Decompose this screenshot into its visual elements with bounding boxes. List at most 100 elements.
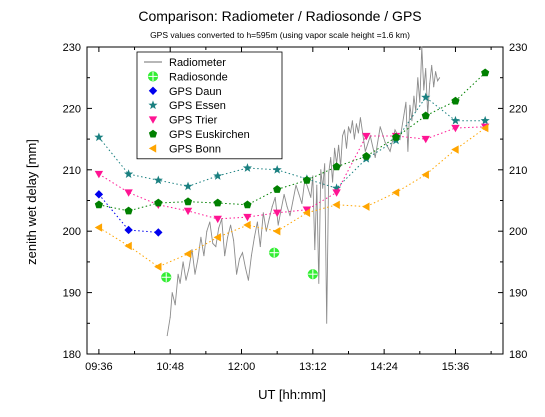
data-point-radiometer	[394, 129, 396, 131]
data-point-gps-essen	[213, 171, 223, 180]
data-point-radiometer	[413, 95, 415, 97]
data-point-radiometer	[245, 267, 246, 269]
data-point-gps-trier-shape	[94, 170, 104, 179]
data-point-radiometer	[415, 111, 417, 112]
data-point-radiometer	[289, 215, 291, 217]
data-point-radiometer	[166, 335, 168, 337]
legend-marker-shape	[148, 129, 158, 138]
legend-label: GPS Daun	[169, 86, 222, 98]
data-point-gps-daun-shape	[154, 228, 163, 237]
data-point-radiometer	[384, 141, 386, 143]
x-axis-label: UT [hh:mm]	[258, 387, 326, 402]
data-point-gps-euskirchen	[391, 132, 401, 141]
y-tick-label-left: 210	[63, 165, 81, 177]
data-point-gps-trier	[302, 206, 312, 214]
data-point-gps-essen-shape	[272, 165, 282, 174]
data-point-gps-daun	[124, 225, 133, 235]
data-point-radiometer	[379, 126, 381, 128]
data-point-radiometer	[374, 157, 376, 158]
x-tick-label: 15:36	[442, 361, 470, 373]
data-point-radiometer	[423, 89, 425, 91]
data-point-radiometer	[350, 132, 351, 134]
data-point-gps-bonn	[154, 262, 162, 272]
legend-marker	[148, 86, 158, 95]
data-point-gps-trier-shape	[421, 135, 430, 144]
legend-label: GPS Euskirchen	[169, 129, 250, 141]
data-point-radiometer	[274, 196, 276, 198]
data-point-gps-bonn	[302, 208, 311, 217]
data-point-radiometer	[326, 322, 328, 324]
legend-marker	[148, 100, 158, 110]
data-point-radiometer	[174, 304, 176, 306]
x-tick-label: 12:00	[228, 361, 256, 373]
data-point-radiometer	[433, 86, 435, 88]
data-point-gps-bonn	[480, 123, 489, 133]
data-point-radiometer	[250, 255, 252, 257]
data-point-gps-essen	[332, 183, 342, 193]
data-point-gps-essen-shape	[421, 92, 431, 102]
data-point-radiometer	[437, 80, 439, 82]
data-point-gps-euskirchen-shape	[421, 111, 430, 120]
data-point-gps-essen-shape	[94, 132, 104, 142]
data-point-radiosonde	[161, 272, 172, 283]
y-tick-label-right: 220	[509, 103, 527, 115]
data-point-radiometer	[218, 227, 220, 229]
data-point-radiometer	[334, 147, 336, 149]
data-point-radiometer	[405, 101, 407, 103]
data-point-radiometer	[417, 77, 419, 79]
data-point-radiometer	[320, 169, 322, 171]
data-point-gps-trier	[332, 189, 341, 197]
data-point-gps-trier	[421, 135, 430, 144]
data-point-gps-euskirchen-shape	[124, 206, 133, 215]
data-point-radiometer	[332, 181, 334, 183]
data-point-gps-essen	[94, 132, 104, 142]
data-point-gps-euskirchen-shape	[362, 151, 371, 160]
legend-marker-shape	[148, 144, 157, 153]
legend-marker-shape	[148, 100, 158, 110]
data-point-gps-bonn	[391, 188, 400, 197]
data-point-gps-euskirchen-shape	[302, 175, 311, 184]
data-point-radiometer	[212, 243, 214, 244]
y-axis-label: zenith wet delay [mm]	[24, 139, 39, 265]
data-point-radiometer	[346, 147, 347, 149]
data-point-gps-daun-shape	[124, 225, 133, 235]
data-point-gps-euskirchen-shape	[273, 185, 282, 193]
legend-box	[136, 51, 283, 160]
data-point-gps-euskirchen-shape	[451, 96, 460, 105]
data-point-gps-trier	[183, 207, 193, 216]
data-point-gps-trier-shape	[451, 124, 460, 133]
data-point-gps-euskirchen	[451, 96, 460, 105]
data-point-gps-euskirchen	[362, 151, 371, 160]
data-point-gps-trier	[243, 213, 252, 222]
data-point-radiometer	[265, 230, 267, 232]
data-point-radiometer	[330, 157, 332, 158]
data-point-gps-euskirchen-shape	[154, 198, 163, 207]
chart-title: Comparison: Radiometer / Radiosonde / GP…	[138, 8, 421, 24]
data-point-radiometer	[179, 282, 181, 284]
data-point-gps-bonn-shape	[480, 123, 489, 133]
data-point-gps-euskirchen	[213, 198, 222, 207]
data-point-gps-euskirchen-shape	[332, 162, 341, 171]
data-point-radiometer	[322, 187, 324, 189]
data-point-radiometer	[209, 221, 211, 223]
data-point-radiometer	[439, 77, 441, 79]
legend: Radiometer Radiosonde GPS Daun GPS Essen GPS…	[136, 51, 283, 160]
data-point-radiometer	[283, 193, 285, 195]
data-point-radiometer	[338, 144, 340, 146]
data-point-gps-essen-shape	[480, 115, 490, 125]
y-tick-label-left: 230	[63, 42, 81, 54]
data-point-gps-trier-shape	[332, 189, 341, 197]
legend-label: GPS Essen	[169, 100, 226, 112]
x-tick-label: 13:12	[299, 361, 327, 373]
data-point-gps-bonn-shape	[183, 249, 192, 259]
y-tick-label-left: 180	[63, 349, 81, 361]
y-tick-label-left: 200	[63, 226, 81, 238]
data-point-gps-euskirchen	[94, 200, 103, 209]
data-point-gps-essen	[183, 181, 193, 191]
data-point-gps-essen	[480, 115, 490, 125]
data-point-gps-euskirchen-shape	[243, 200, 252, 209]
legend-marker-shape	[148, 116, 158, 124]
data-point-gps-euskirchen-shape	[481, 68, 490, 77]
data-point-gps-trier-shape	[243, 213, 252, 222]
y-tick-label-right: 210	[509, 165, 527, 177]
